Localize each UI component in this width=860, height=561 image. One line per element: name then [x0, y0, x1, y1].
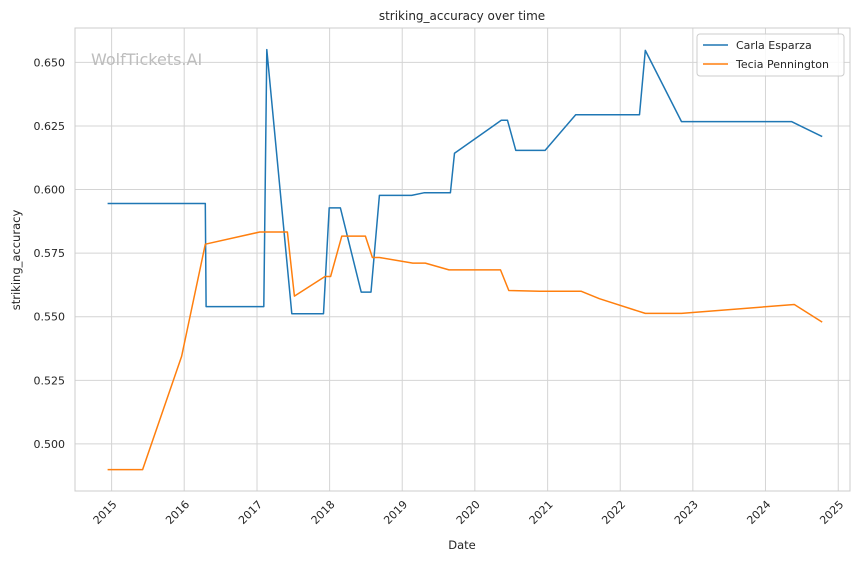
- legend-label-tecia-pennington: Tecia Pennington: [735, 58, 829, 71]
- y-tick-label: 0.500: [34, 438, 66, 451]
- series-line-carla-esparza: [107, 48, 823, 315]
- y-tick-label: 0.650: [34, 56, 66, 69]
- chart-title: striking_accuracy over time: [379, 9, 545, 23]
- series-layer: [107, 48, 823, 471]
- y-tick-label: 0.575: [34, 247, 66, 260]
- y-tick-label: 0.600: [34, 184, 66, 197]
- legend: Carla Esparza Tecia Pennington: [696, 33, 845, 77]
- plot-area-frame: [74, 27, 851, 492]
- legend-label-carla-esparza: Carla Esparza: [736, 39, 812, 52]
- y-tick-label: 0.550: [34, 311, 66, 324]
- y-tick-label: 0.525: [34, 374, 66, 387]
- watermark-text: WolfTickets.AI: [91, 50, 202, 69]
- x-axis-title: Date: [448, 538, 476, 552]
- legend-box: [696, 33, 845, 77]
- y-axis-ticks: 0.500 0.525 0.550 0.575 0.600 0.625 0.650: [34, 56, 66, 451]
- grid: [75, 28, 850, 491]
- series-line-tecia-pennington: [107, 231, 823, 471]
- y-axis-title: striking_accuracy: [9, 210, 23, 311]
- y-tick-label: 0.625: [34, 120, 66, 133]
